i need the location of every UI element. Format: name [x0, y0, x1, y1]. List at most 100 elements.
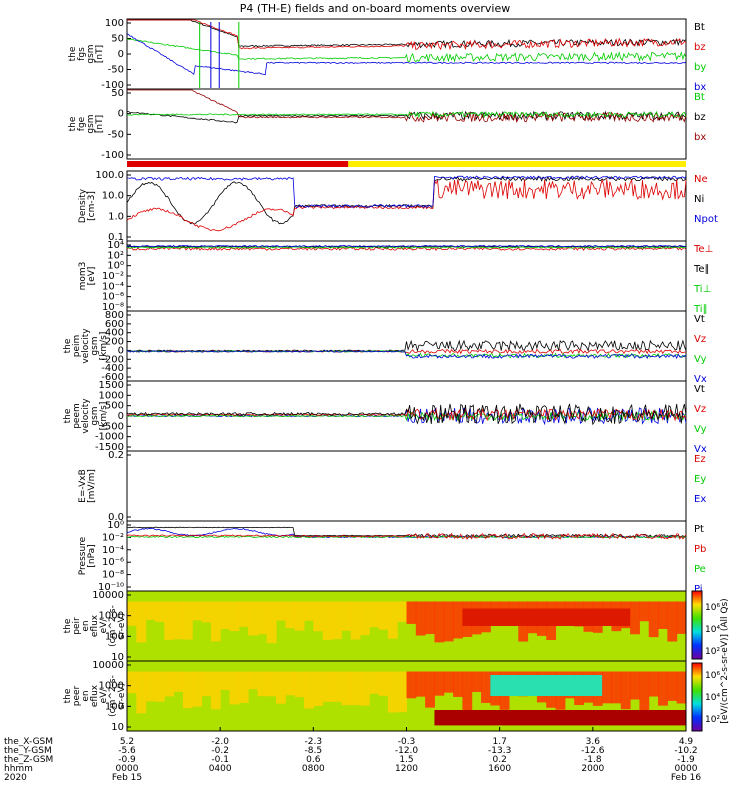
- legend-ex: Ex: [694, 494, 706, 505]
- y-tick-label: 10⁻⁴: [102, 545, 124, 556]
- panel-frame: [126, 450, 687, 522]
- spectrogram-cell: [453, 601, 463, 639]
- spectrogram-cell: [434, 601, 445, 643]
- y-tick-label: -50: [108, 129, 124, 140]
- spectrogram-cell: [331, 601, 342, 640]
- y-tick-label: 10⁻⁴: [102, 281, 124, 292]
- y-tick-label: 100: [105, 631, 124, 642]
- colorbar-tick: 10⁴: [705, 693, 720, 703]
- spectrogram-cell: [248, 671, 258, 690]
- spectrogram-cell: [341, 601, 352, 631]
- spectrogram-cell: [173, 601, 184, 640]
- spectrogram-cell: [164, 671, 175, 697]
- spectrogram-cell: [164, 601, 175, 640]
- x-label-the_z-gsm: -0.1: [211, 755, 229, 765]
- legend-ti⊥: Ti⊥: [693, 284, 711, 295]
- spectrogram-cell: [313, 671, 324, 707]
- spectrogram-cell: [471, 671, 482, 693]
- spectrogram-cell: [136, 601, 147, 643]
- x-label-the_y-gsm: -10.2: [674, 746, 697, 756]
- spectrogram-cell: [453, 671, 463, 697]
- spectrogram-cell: [667, 671, 678, 701]
- y-tick-label: 600: [105, 319, 124, 330]
- spectrogram-cell: [192, 601, 203, 621]
- legend-by: by: [694, 62, 706, 73]
- series-red: [126, 532, 687, 540]
- colorbar-tick: 10²: [705, 647, 720, 657]
- spectrogram-cell: [238, 671, 249, 703]
- legend-pb: Pb: [694, 544, 706, 555]
- spectrogram-cell: [313, 601, 324, 632]
- spectrogram-cell: [369, 601, 380, 628]
- spectrogram-cell: [630, 671, 640, 700]
- spectrogram-cell: [350, 601, 361, 640]
- y-tick-label: 0.2: [108, 450, 124, 461]
- y-tick-label: 0.0: [108, 512, 124, 523]
- y-tick-label: 50: [111, 34, 124, 45]
- panel-fge: 50 0 -50 -100 the fge gsm [nT] Bt bz bx: [68, 88, 706, 161]
- y-axis-label: Density: [78, 188, 88, 223]
- y-axis-label: the: [68, 46, 78, 61]
- x-label-2020: Feb 15: [112, 773, 142, 783]
- x-label-the_z-gsm: 1.5: [399, 755, 413, 765]
- legend-pe: Pe: [694, 564, 706, 575]
- series-red: [126, 246, 687, 251]
- x-label-the_y-gsm: -8.5: [305, 746, 323, 756]
- y-tick-label: -100: [101, 80, 124, 91]
- spectrogram-cell: [639, 671, 650, 713]
- series-black: [126, 175, 687, 225]
- y-axis-label: the: [63, 618, 73, 633]
- y-axis-label: fgs: [77, 47, 87, 61]
- spectrogram-cell: [462, 671, 473, 711]
- y-tick-label: 0: [118, 411, 124, 422]
- x-row-label: 2020: [4, 773, 27, 783]
- spectrogram-cell: [285, 671, 296, 696]
- y-tick-label: 10⁻⁸: [102, 570, 124, 581]
- series-black: [126, 110, 687, 124]
- panel-frame: [126, 310, 687, 382]
- y-axis-label: gsm: [86, 114, 96, 133]
- y-axis-label: the: [68, 116, 78, 131]
- spectrogram-cell: [434, 671, 445, 696]
- series-blue: [126, 33, 687, 76]
- y-tick-label: 0: [118, 345, 124, 356]
- y-tick-label: 400: [105, 328, 124, 339]
- panel-frame: [126, 88, 687, 160]
- spectrogram-cell: [425, 671, 435, 708]
- y-tick-label: 10⁻⁸: [102, 302, 124, 313]
- series-green: [126, 410, 687, 422]
- legend-ne: Ne: [694, 174, 708, 185]
- spectrogram-cell: [229, 671, 240, 705]
- x-label-the_z-gsm: 0.2: [493, 755, 507, 765]
- spectrogram-cell: [387, 601, 398, 639]
- spectrogram-cell: [676, 601, 687, 634]
- series-black: [126, 403, 687, 426]
- legend-vy: Vy: [694, 354, 707, 365]
- spectrogram-cell: [154, 601, 165, 622]
- legend-te⊥: Te⊥: [693, 244, 713, 255]
- panel-peir_spec: 10000 1000 100 10 the peir en eflux eV/(cm^2-s-s…: [63, 590, 687, 663]
- legend-bz: bz: [694, 42, 706, 53]
- legend-npot: Npot: [694, 214, 718, 225]
- x-label-the_y-gsm: -5.6: [118, 746, 136, 756]
- y-axis-label: [nT]: [95, 45, 105, 63]
- spectrogram-cell: [331, 671, 342, 702]
- y-axis-label: peir: [72, 617, 82, 635]
- spectrogram-cell: [192, 671, 203, 707]
- y-tick-label: -50: [108, 65, 124, 76]
- y-axis-label: gsm: [90, 336, 100, 355]
- y-tick-label: -1000: [95, 432, 124, 443]
- y-axis-label: (cm^2-s-: [108, 675, 118, 717]
- y-axis-label: peim: [72, 335, 82, 358]
- spectrogram-cell: [387, 671, 398, 713]
- spectrogram-cell: [154, 671, 165, 702]
- spectrogram-cell: [229, 601, 240, 632]
- x-label-the_z-gsm: 0.6: [306, 755, 321, 765]
- colorbar-bottom: [691, 662, 703, 732]
- x-label-the_x-gsm: -2.3: [305, 737, 323, 747]
- legend-bt: Bt: [694, 22, 705, 33]
- y-axis-label: eV/: [99, 688, 109, 704]
- spectrogram-cell: [481, 671, 491, 703]
- y-axis-label: (cm^2-s-: [108, 605, 118, 647]
